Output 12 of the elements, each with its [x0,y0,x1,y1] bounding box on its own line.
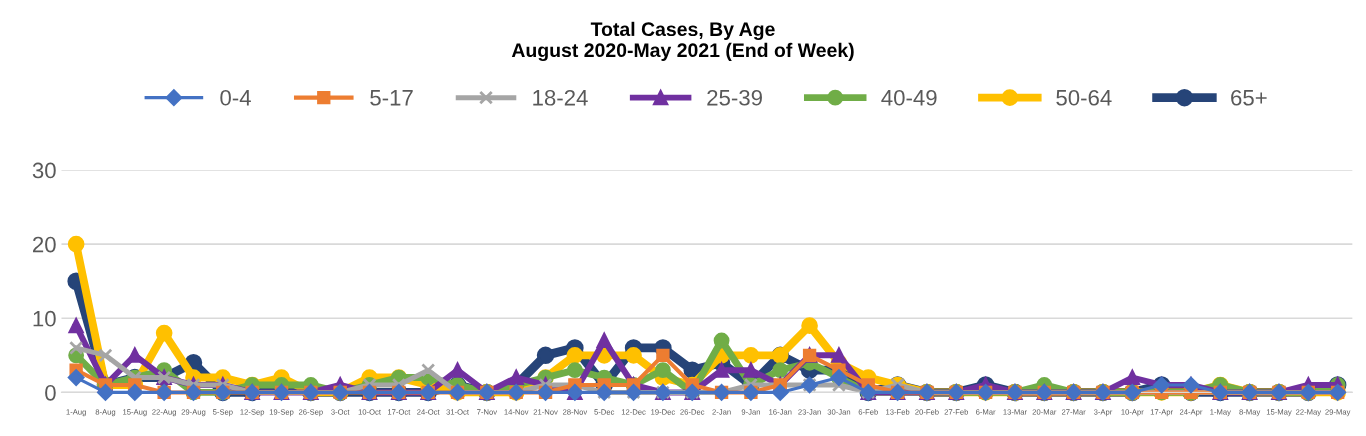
y-tick-label: 0 [45,384,56,401]
legend-label: 18-24 [533,89,588,106]
legend-label: 65+ [1231,89,1267,106]
chart-title: Total Cases, By Age August 2020-May 2021 (End of Week) [511,21,854,62]
y-tick-label: 10 [33,310,56,327]
y-tick-label: 20 [33,236,56,253]
legend-label: 40-49 [881,89,937,106]
legend-label: 0-4 [220,89,251,106]
legend-label: 25-39 [707,89,762,106]
y-tick-label: 30 [32,162,56,179]
legend-label: 5-17 [370,90,413,106]
legend-label: 50-64 [1056,89,1112,106]
